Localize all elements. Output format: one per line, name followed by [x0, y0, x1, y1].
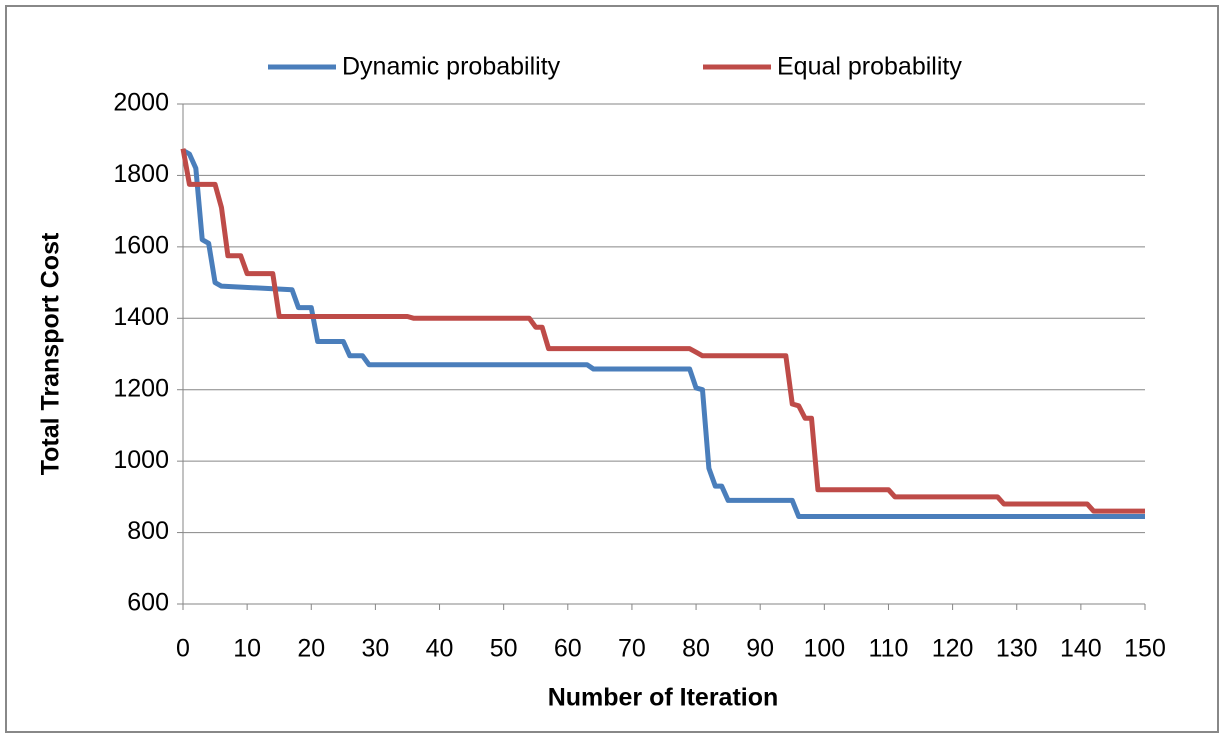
x-tick-label: 10 [233, 635, 261, 663]
x-tick-label: 40 [426, 635, 454, 663]
line [180, 148, 1145, 514]
x-tick-label: 70 [618, 635, 646, 663]
legend-label: Equal probability [777, 53, 962, 81]
x-tick-label: 0 [176, 635, 190, 663]
y-tick-label: 2000 [113, 89, 169, 117]
x-tick-label: 20 [297, 635, 325, 663]
x-tick-label: 120 [932, 635, 974, 663]
x-tick-label: 90 [746, 635, 774, 663]
y-tick-label: 600 [127, 589, 169, 617]
y-tick-label: 1200 [113, 374, 169, 402]
y-axis-title: Total Transport Cost [37, 232, 65, 475]
x-tick-label: 100 [803, 635, 845, 663]
x-tick-label: 150 [1124, 635, 1166, 663]
x-tick-label: 50 [490, 635, 518, 663]
y-tick-label: 1000 [113, 446, 169, 474]
x-tick-label: 30 [361, 635, 389, 663]
x-tick-label: 130 [996, 635, 1038, 663]
legend-label: Dynamic probability [342, 53, 561, 81]
x-tick-label: 80 [682, 635, 710, 663]
y-tick-label: 1800 [113, 160, 169, 188]
y-tick-label: 1400 [113, 303, 169, 331]
y-tick-label: 800 [127, 517, 169, 545]
x-axis-title: Number of Iteration [548, 684, 779, 712]
line [181, 148, 1145, 519]
x-tick-label: 60 [554, 635, 582, 663]
x-tick-label: 110 [869, 635, 909, 663]
x-tick-label: 140 [1060, 635, 1102, 663]
y-tick-label: 1600 [113, 231, 169, 259]
